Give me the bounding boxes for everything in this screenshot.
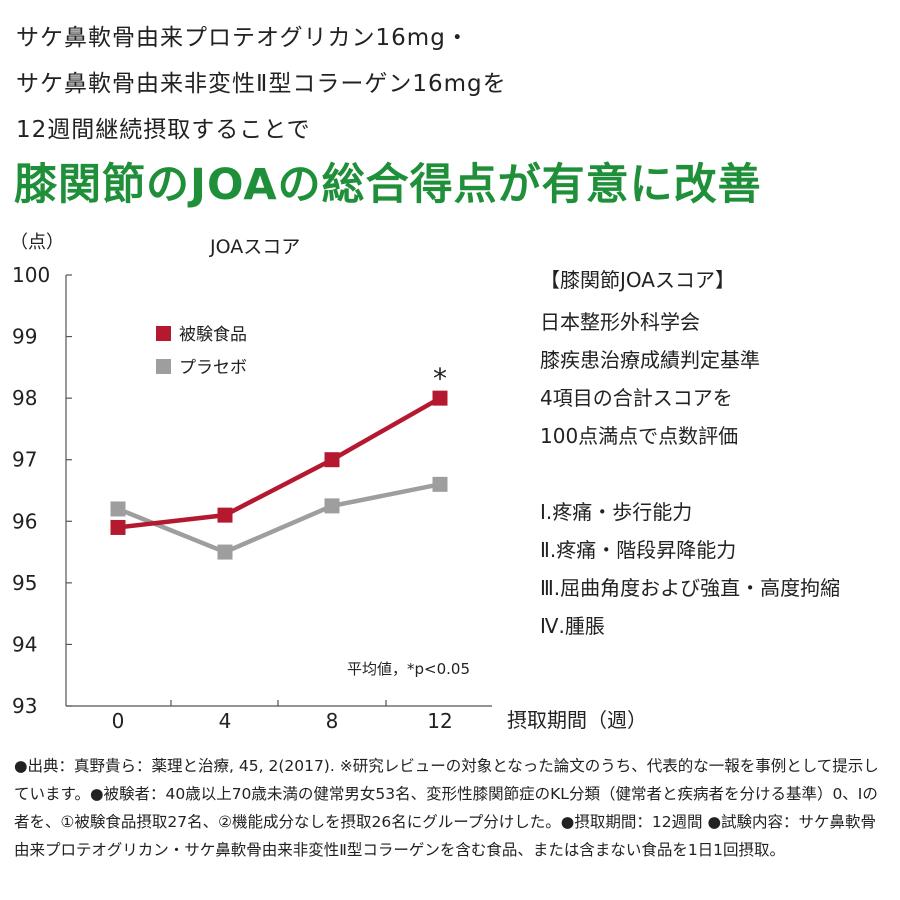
headline: 膝関節のJOAの総合得点が有意に改善 (14, 160, 762, 210)
legend-swatch (156, 359, 171, 374)
y-axis-label: （点） (10, 232, 64, 253)
y-tick-label: 99 (12, 325, 37, 349)
header-line-2: サケ鼻軟骨由来非変性Ⅱ型コラーゲン16mgを (16, 71, 507, 97)
data-point-test-food (432, 390, 448, 406)
data-point-test-food (217, 507, 233, 523)
chart-note: 平均値，*p<0.05 (347, 660, 470, 678)
info-line: 日本整形外科学会 (540, 310, 700, 334)
info-item: Ⅳ.腫脹 (540, 614, 605, 638)
series-line-test-food (117, 396, 442, 530)
info-line: 【膝関節JOAスコア】 (540, 268, 735, 292)
data-point-placebo (110, 501, 126, 517)
header-line-1: サケ鼻軟骨由来プロテオグリカン16mg・ (16, 25, 470, 51)
data-point-test-food (324, 452, 340, 468)
x-axis-label: 摂取期間（週） (507, 708, 647, 732)
chart-ticks: 93 94 95 96 97 98 99 100 0 4 8 12 (12, 263, 453, 733)
y-tick-label: 95 (12, 571, 37, 595)
info-line: 4項目の合計スコアを (540, 386, 733, 410)
x-tick-label: 12 (427, 709, 452, 733)
chart-title: JOAスコア (209, 236, 300, 258)
significance-mark: * (433, 362, 447, 395)
y-tick-label: 98 (12, 386, 37, 410)
x-tick-label: 8 (326, 709, 339, 733)
data-point-test-food (110, 519, 126, 535)
data-point-placebo (217, 544, 233, 560)
y-tick-label: 97 (12, 448, 37, 472)
legend-swatch (156, 326, 171, 341)
x-tick-label: 0 (112, 709, 125, 733)
y-tick-label: 93 (12, 694, 37, 718)
info-item: Ⅲ.屈曲角度および強直・高度拘縮 (540, 576, 841, 600)
y-tick-label: 94 (12, 632, 37, 656)
header-line-3: 12週間継続摂取することで (16, 117, 311, 143)
y-tick-label: 100 (12, 263, 50, 287)
info-line: 膝疾患治療成績判定基準 (540, 348, 760, 372)
info-item: Ⅰ.疼痛・歩行能力 (540, 500, 693, 524)
chart-series (110, 390, 448, 560)
series-line-placebo (117, 482, 441, 555)
x-tick-label: 4 (219, 709, 232, 733)
chart-axes (65, 275, 492, 707)
legend-label: プラセボ (179, 358, 247, 378)
data-point-placebo (324, 498, 340, 514)
info-item: Ⅱ.疼痛・階段昇降能力 (540, 538, 737, 562)
footnote: ●出典：真野貴ら：薬理と治療, 45, 2(2017). ※研究レビューの対象と… (14, 757, 879, 859)
y-tick-label: 96 (12, 509, 37, 533)
legend-label: 被験食品 (179, 325, 247, 345)
info-line: 100点満点で点数評価 (540, 424, 739, 448)
data-point-placebo (432, 476, 448, 492)
